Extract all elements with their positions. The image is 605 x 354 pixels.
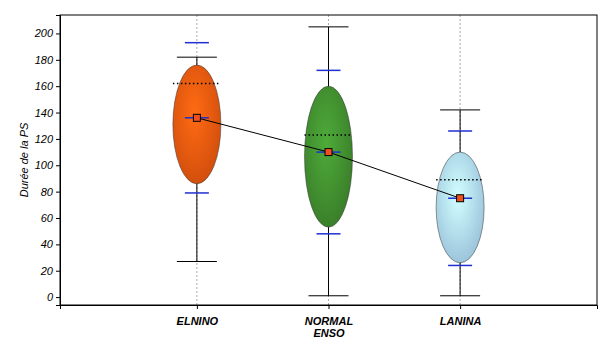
whisker-cap-max: [440, 109, 480, 110]
y-tick: 0: [47, 291, 60, 303]
y-tick-label: 120: [35, 133, 54, 145]
y-tick-label: 40: [41, 238, 54, 250]
median-line: [305, 134, 353, 136]
x-tick-mark: [329, 305, 330, 309]
whisker-cap-min: [309, 295, 349, 296]
y-tick: 60: [41, 212, 60, 224]
y-tick-mark: [56, 33, 60, 34]
box-ellipse: [305, 86, 353, 227]
whisker-cap-min: [177, 261, 217, 262]
y-tick-label: 200: [34, 27, 54, 39]
y-tick-mark: [56, 192, 60, 193]
y-tick: 140: [35, 107, 60, 119]
mean-marker: [193, 114, 200, 121]
box-ellipse: [436, 152, 484, 263]
x-tick-label: ELNINO: [177, 315, 219, 327]
x-axis-line: [61, 306, 598, 310]
chart: 0 20 40 60 80 100 120 140 160 180 200 ELNINO NORMALE…: [0, 0, 605, 354]
x-axis: ELNINO NORMALENSO LANINA: [61, 305, 598, 339]
x-tick-mark: [197, 305, 198, 309]
y-tick-label: 0: [47, 291, 54, 303]
y-tick: 180: [35, 54, 60, 66]
y-tick: 40: [41, 238, 60, 250]
y-tick-label: 60: [41, 212, 54, 224]
y-tick-mark: [56, 86, 60, 87]
y-tick-label: 160: [35, 80, 54, 92]
y-tick-mark: [56, 244, 60, 245]
y-tick-mark: [56, 139, 60, 140]
plot-frame: [60, 15, 597, 305]
whisker-cap-max: [309, 26, 349, 27]
whisker-cap-max: [177, 57, 217, 58]
y-tick-mark: [56, 218, 60, 219]
median-line: [173, 83, 221, 85]
sd-cap-low: [448, 265, 472, 267]
y-tick-mark: [56, 60, 60, 61]
mean-marker: [325, 149, 332, 156]
box: [173, 43, 221, 262]
y-tick-mark: [56, 271, 60, 272]
y-tick-label: 100: [35, 159, 54, 171]
y-tick-label: 180: [35, 54, 54, 66]
y-tick: 100: [35, 159, 60, 171]
sd-cap-high: [317, 70, 341, 72]
y-tick-mark: [56, 297, 60, 298]
y-tick: 200: [34, 27, 60, 39]
y-tick: 160: [35, 80, 60, 92]
y-axis-title: Durée de la PS: [18, 122, 30, 197]
sd-cap-high: [185, 42, 209, 44]
median-line: [436, 179, 484, 181]
sd-cap-high: [448, 130, 472, 132]
y-axis: 0 20 40 60 80 100 120 140 160 180 200: [34, 16, 61, 306]
whisker-cap-min: [440, 295, 480, 296]
y-tick: 80: [41, 186, 60, 198]
box: [436, 110, 484, 296]
x-tick-label: LANINA: [440, 315, 482, 327]
y-axis-line: [56, 16, 61, 306]
marks: [173, 27, 484, 296]
y-tick: 120: [35, 133, 60, 145]
box: [305, 27, 353, 296]
y-tick-label: 20: [40, 265, 54, 277]
y-tick-label: 80: [41, 186, 54, 198]
y-tick-label: 140: [35, 107, 54, 119]
y-tick-mark: [56, 165, 60, 166]
x-tick: NORMALENSO: [305, 305, 354, 339]
x-tick-label: NORMALENSO: [305, 315, 354, 339]
box-ellipse: [173, 65, 221, 184]
sd-cap-low: [185, 192, 209, 194]
x-tick: LANINA: [440, 305, 482, 327]
mean-line: [197, 118, 460, 198]
y-tick-mark: [56, 113, 60, 114]
x-tick-mark: [460, 305, 461, 309]
y-tick: 20: [40, 265, 60, 277]
mean-marker: [457, 195, 464, 202]
grid: [197, 15, 460, 305]
sd-cap-low: [317, 233, 341, 235]
x-tick: ELNINO: [177, 305, 219, 327]
